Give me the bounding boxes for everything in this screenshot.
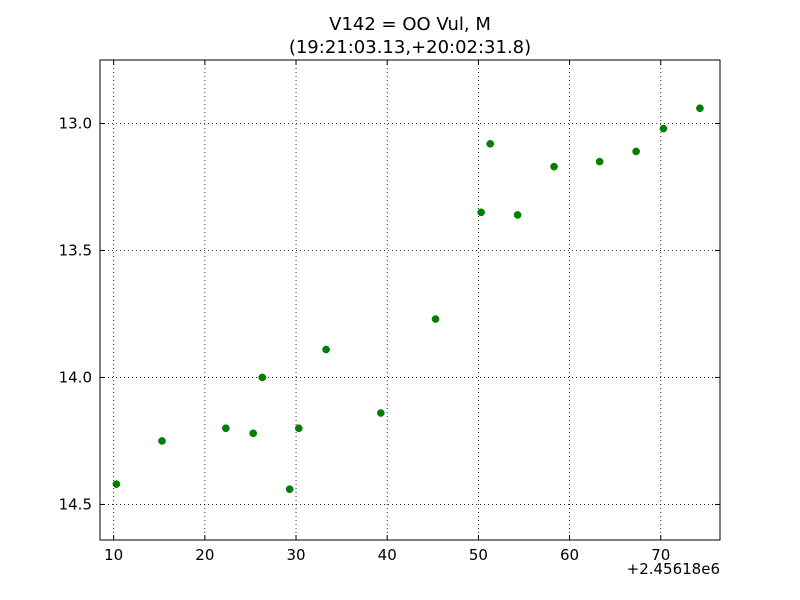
x-tick-label: 30 bbox=[286, 546, 305, 564]
data-point bbox=[632, 147, 640, 156]
data-point bbox=[322, 345, 330, 354]
y-tick-label: 14.0 bbox=[59, 368, 92, 386]
data-points bbox=[112, 104, 704, 494]
y-tick-label: 14.5 bbox=[59, 495, 92, 513]
data-point bbox=[249, 429, 258, 438]
data-point bbox=[431, 315, 440, 323]
data-point bbox=[158, 437, 166, 445]
x-offset-label: +2.45618e6 bbox=[627, 560, 720, 578]
data-point bbox=[221, 424, 230, 433]
data-point bbox=[376, 409, 385, 417]
plot-frame bbox=[99, 59, 721, 541]
data-point bbox=[659, 124, 668, 133]
tick-labels: 10 20 30 40 50 60 70 13.0 13.5 14.0 14.5 bbox=[59, 114, 671, 564]
grid-lines bbox=[100, 60, 720, 540]
data-point bbox=[595, 157, 604, 166]
data-point bbox=[285, 485, 294, 494]
x-tick-label: 70 bbox=[651, 546, 670, 564]
x-tick-label: 40 bbox=[378, 546, 397, 564]
y-tick-label: 13.5 bbox=[59, 241, 92, 259]
data-point bbox=[550, 162, 558, 171]
data-point bbox=[486, 139, 495, 148]
axis-ticks bbox=[100, 60, 720, 540]
y-tick-label: 13.0 bbox=[59, 114, 92, 132]
x-tick-label: 50 bbox=[469, 546, 488, 564]
data-point bbox=[477, 208, 485, 217]
data-point bbox=[112, 480, 121, 488]
x-tick-label: 60 bbox=[560, 546, 579, 564]
chart-subtitle: (19:21:03.13,+20:02:31.8) bbox=[289, 37, 531, 58]
data-point bbox=[513, 211, 522, 219]
chart-title: V142 = OO Vul, M bbox=[329, 14, 491, 35]
x-tick-label: 20 bbox=[195, 546, 214, 564]
data-point bbox=[696, 104, 704, 113]
data-point bbox=[258, 373, 267, 382]
data-point bbox=[294, 424, 303, 433]
x-tick-label: 10 bbox=[104, 546, 123, 564]
